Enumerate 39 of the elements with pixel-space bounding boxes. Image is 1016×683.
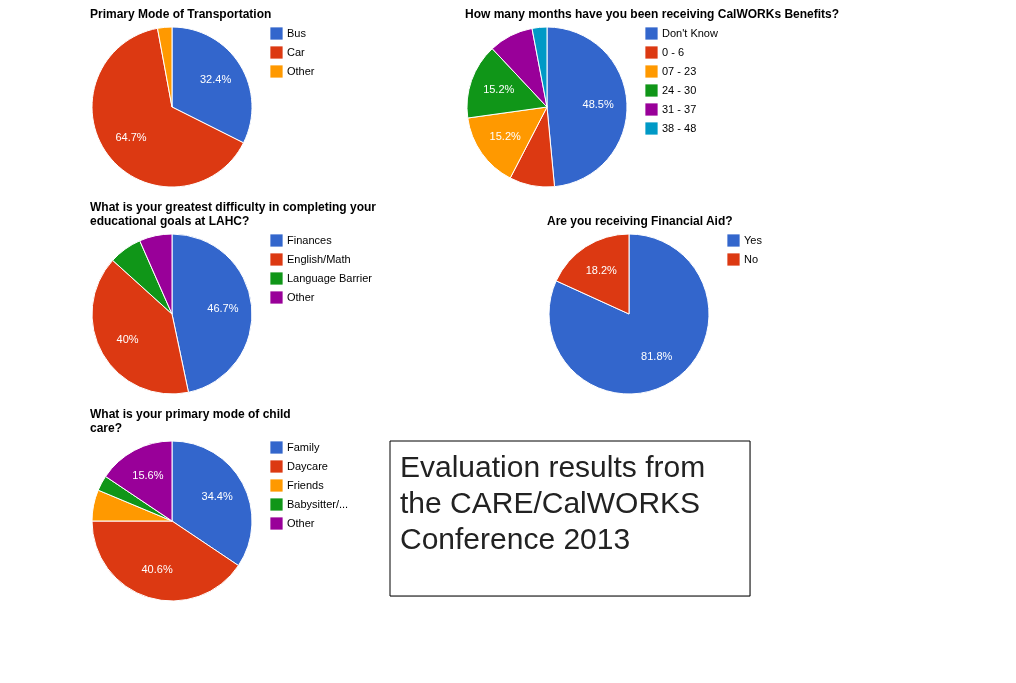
data-label: 15.6%: [132, 468, 164, 481]
data-label: 34.4%: [201, 489, 233, 502]
data-label: 32.4%: [199, 73, 232, 86]
legend-label: Don't Know: [662, 26, 718, 39]
data-label: 81.8%: [641, 350, 673, 363]
data-label: 40%: [116, 332, 139, 345]
legend-label: Babysitter/...: [287, 497, 349, 510]
legend-label: Family: [287, 440, 320, 453]
legend-label: Car: [287, 45, 306, 58]
chart-title: Primary Mode of Transportation: [90, 7, 272, 21]
data-label: 64.7%: [115, 130, 147, 143]
legend-label: 31 - 37: [662, 102, 697, 115]
chart-title: Are you receiving Financial Aid?: [547, 214, 733, 228]
data-label: 46.7%: [207, 301, 239, 314]
legend-label: 0 - 6: [662, 45, 685, 58]
text: Evaluation results from the CARE/CalWORKS Conference 2013: [400, 450, 706, 555]
data-label: 48.5%: [582, 97, 614, 110]
data-label: 15.2%: [489, 129, 522, 142]
legend-label: English/Math: [287, 252, 351, 265]
legend-label: 24 - 30: [662, 83, 697, 96]
data-label: 18.2%: [585, 263, 618, 276]
chart-title: What is your greatest difficulty in completing your educational goals at LAHC?: [90, 200, 377, 228]
legend-label: Friends: [287, 478, 325, 491]
legend-label: 38 - 48: [662, 121, 697, 134]
data-label: 15.2%: [483, 82, 515, 95]
legend-label: Daycare: [287, 459, 328, 472]
legend-label: No: [744, 252, 759, 265]
legend-label: Language Barrier: [287, 271, 373, 284]
legend-label: Bus: [287, 26, 307, 39]
chart-title: What is your primary mode of child care?: [90, 407, 291, 435]
legend-label: Finances: [287, 233, 333, 246]
legend-label: Other: [287, 516, 315, 529]
legend-label: Other: [287, 290, 315, 303]
pie-slice: [548, 233, 710, 395]
chart-title: How many months have you been receiving CalWORKs Benefits?: [465, 7, 840, 21]
data-label: 40.6%: [141, 562, 173, 575]
legend-label: Other: [287, 64, 315, 77]
legend-label: 07 - 23: [662, 64, 697, 77]
legend-label: Yes: [744, 233, 763, 246]
